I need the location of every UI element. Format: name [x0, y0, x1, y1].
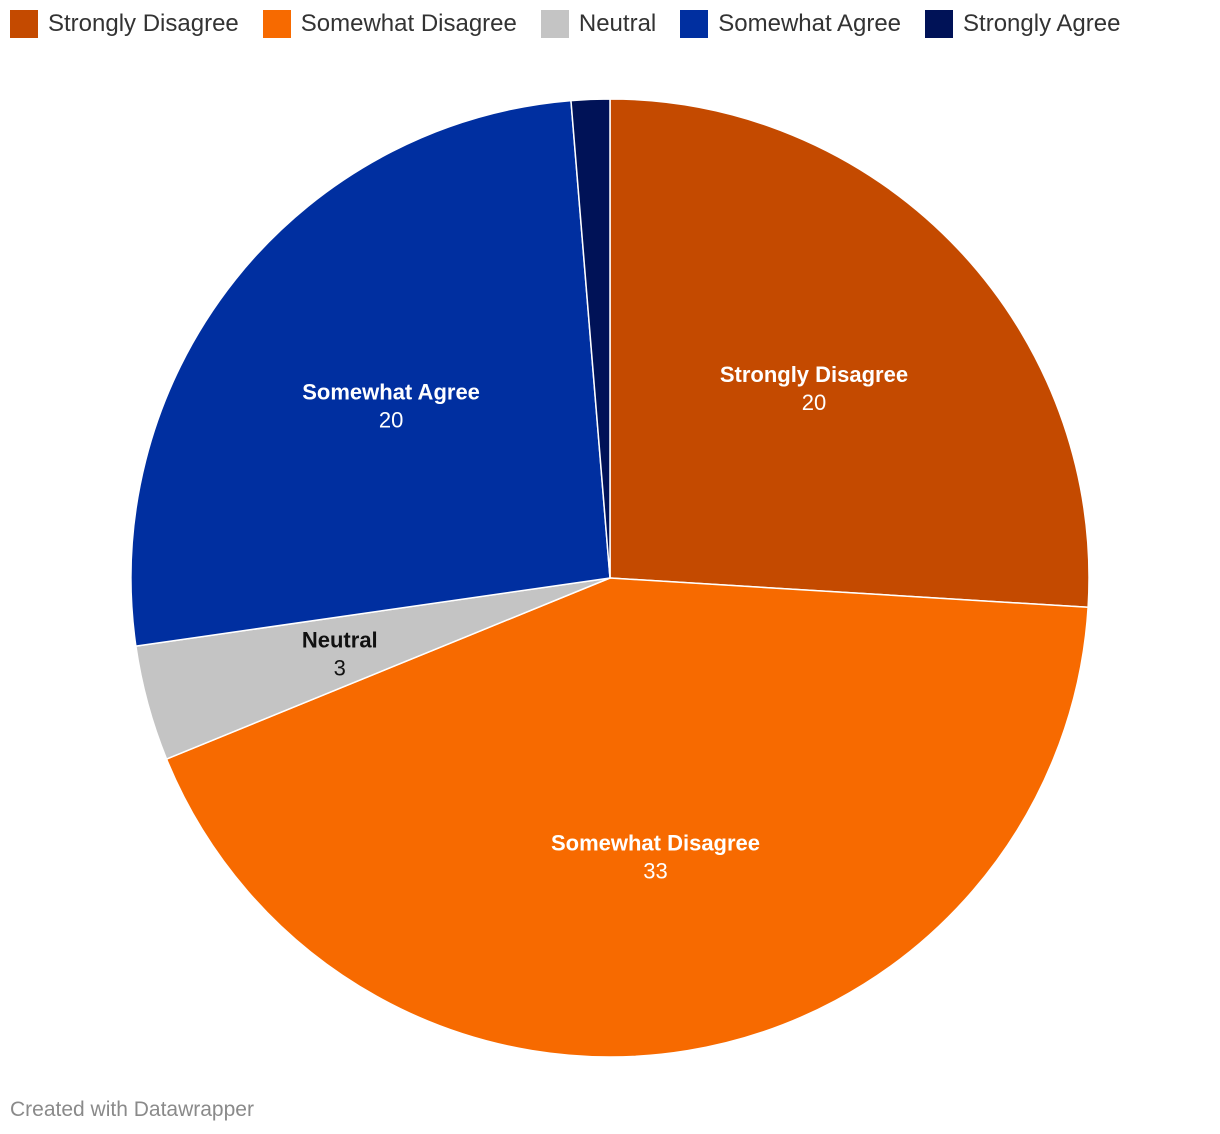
legend-swatch — [925, 10, 954, 38]
pie-slice-somewhat-disagree — [165, 577, 1089, 1058]
legend-swatch — [540, 10, 569, 38]
legend-swatch — [10, 10, 38, 38]
slice-label-strongly-disagree: Strongly Disagree — [720, 362, 908, 387]
pie-slice-strongly-agree — [570, 98, 611, 579]
legend-label: Somewhat Disagree — [300, 10, 517, 37]
legend-swatch — [262, 10, 291, 38]
pie-slice-strongly-disagree — [609, 98, 1090, 609]
legend-item-somewhat-agree: Somewhat Agree — [680, 10, 901, 38]
slice-value-somewhat-disagree: 33 — [643, 858, 667, 883]
slice-value-neutral: 3 — [334, 655, 346, 680]
legend-item-strongly-disagree: Strongly Disagree — [10, 10, 239, 38]
slice-label-neutral: Neutral — [302, 627, 378, 652]
legend-item-neutral: Neutral — [540, 10, 657, 38]
pie-slice-somewhat-agree — [130, 99, 611, 647]
legend-label: Strongly Agree — [963, 10, 1121, 37]
datawrapper-credit: Created with Datawrapper — [10, 1098, 254, 1121]
legend-label: Somewhat Agree — [718, 10, 902, 37]
legend-label: Neutral — [578, 10, 657, 37]
slice-value-strongly-disagree: 20 — [802, 390, 826, 415]
legend-swatch — [680, 10, 709, 38]
slice-label-somewhat-agree: Somewhat Agree — [302, 379, 480, 404]
slice-value-somewhat-agree: 20 — [379, 407, 403, 432]
legend-item-strongly-agree: Strongly Agree — [925, 10, 1120, 38]
legend-label: Strongly Disagree — [48, 10, 239, 37]
legend: Strongly Disagree Somewhat Disagree Neut… — [10, 8, 1120, 40]
slice-label-somewhat-disagree: Somewhat Disagree — [551, 830, 760, 855]
legend-item-somewhat-disagree: Somewhat Disagree — [262, 10, 517, 38]
